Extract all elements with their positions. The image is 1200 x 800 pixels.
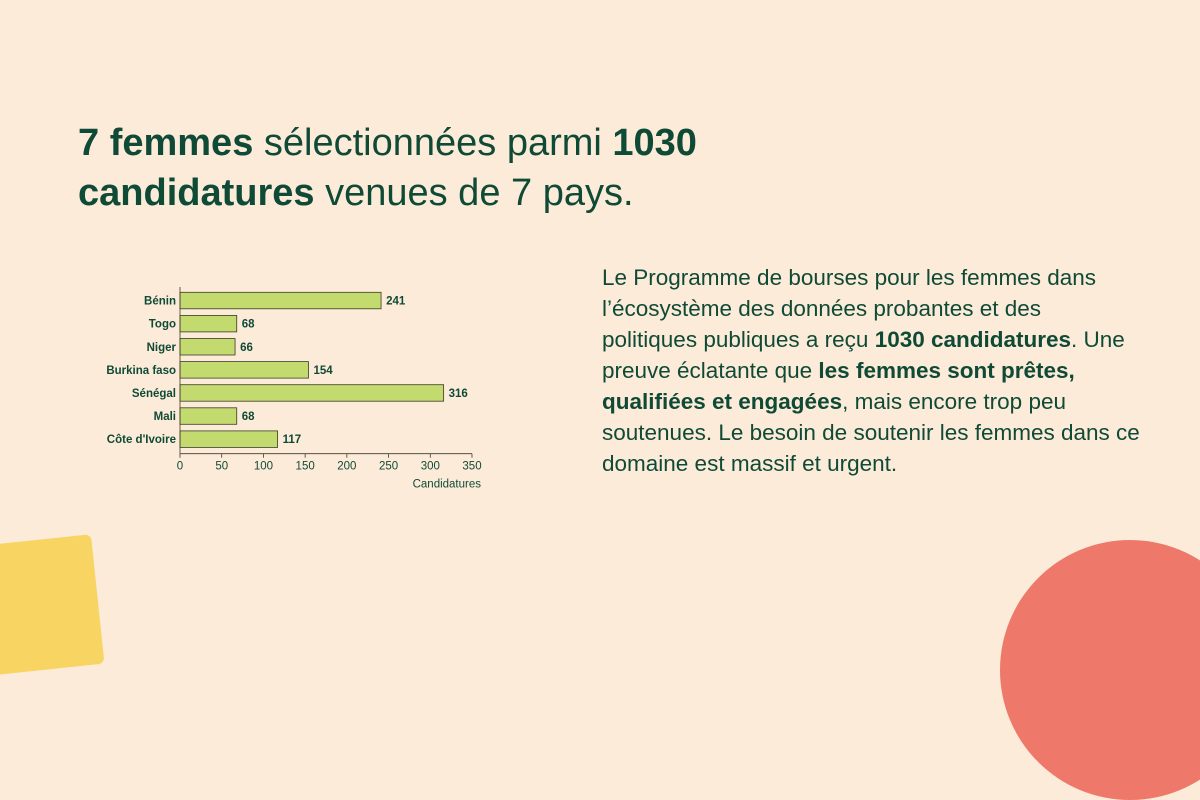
category-label: Niger: [147, 342, 177, 354]
body-text-3: , mais encore trop peu soutenues. Le bes…: [602, 389, 1140, 476]
bar-chart: Bénin 241 Togo 68 Niger 66 Burkina faso 154 Séné…: [106, 287, 482, 490]
body-bold-candidatures: 1030 candidatures: [874, 327, 1072, 352]
bar: [179, 384, 445, 402]
data-label: 68: [242, 319, 255, 331]
headline: 7 femmes sélectionnées parmi 1030 candida…: [78, 118, 838, 218]
body-bold-women-ready: les femmes sont prêtes, qualifiées et en…: [602, 358, 1075, 414]
data-label: 316: [449, 388, 468, 400]
bar: [179, 407, 238, 425]
headline-text-1: sélectionnées parmi: [253, 122, 613, 164]
bar: [179, 430, 279, 448]
headline-bold-women: 7 femmes: [78, 122, 254, 164]
category-label: Togo: [149, 319, 176, 331]
category-label: Côte d'Ivoire: [107, 434, 176, 446]
bar: [179, 291, 382, 310]
x-tick-label: 200: [337, 461, 356, 473]
data-label: 68: [242, 411, 255, 423]
category-label: Bénin: [144, 296, 176, 308]
headline-bold-candidatures: candidatures: [78, 172, 315, 214]
category-label: Sénégal: [132, 388, 176, 400]
x-tick-label: 100: [254, 461, 273, 473]
bar: [179, 338, 236, 356]
x-axis-label: Candidatures: [413, 479, 482, 490]
x-tick-label: 250: [379, 461, 398, 473]
decorative-red-circle: [1000, 540, 1200, 800]
x-tick-label: 350: [462, 461, 481, 473]
body-paragraph: Le Programme de bourses pour les femmes …: [602, 262, 1142, 479]
x-tick-label: 150: [296, 461, 315, 473]
x-tick-label: 50: [215, 461, 228, 473]
data-label: 241: [386, 296, 406, 308]
data-label: 117: [283, 434, 302, 446]
category-label: Burkina faso: [106, 365, 176, 377]
body-text-1: Le Programme de bourses pour les femmes …: [602, 265, 1096, 352]
bar: [179, 315, 238, 333]
data-label: 66: [240, 342, 253, 354]
x-tick-label: 0: [177, 461, 183, 473]
decorative-yellow-shape: [0, 534, 105, 676]
x-tick-label: 300: [421, 461, 440, 473]
body-text-2: . Une preuve éclatante que: [602, 327, 1125, 383]
data-label: 154: [313, 365, 333, 377]
headline-text-2: venues de 7 pays.: [314, 172, 634, 214]
category-label: Mali: [154, 411, 176, 423]
headline-bold-count: 1030: [612, 122, 697, 164]
bar: [179, 361, 309, 379]
